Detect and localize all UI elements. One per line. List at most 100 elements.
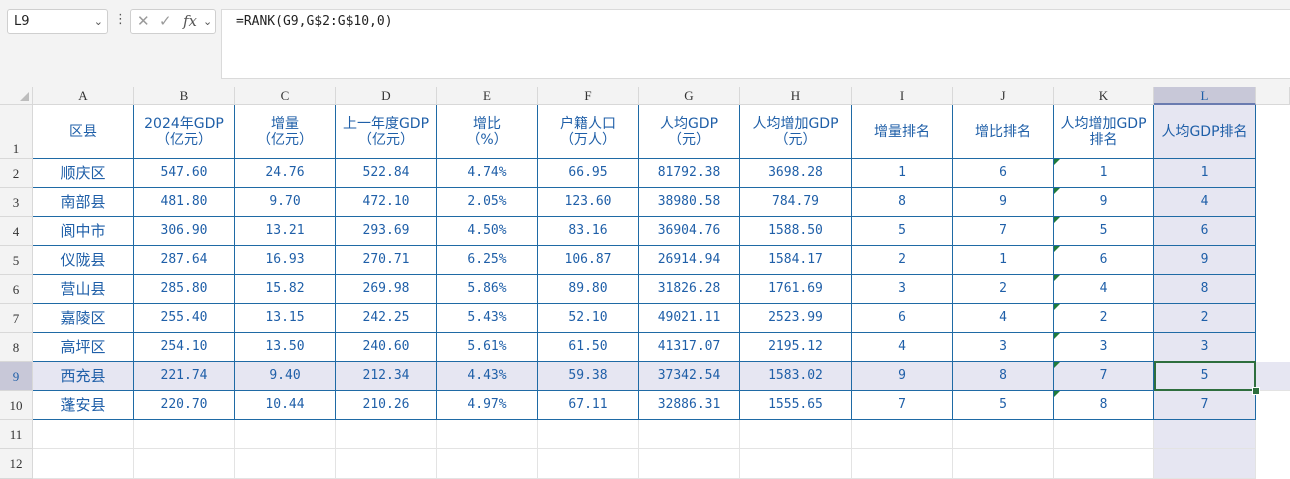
column-header-i[interactable]: I — [852, 87, 953, 105]
table-cell[interactable]: 32886.31 — [639, 391, 740, 420]
table-cell[interactable]: 52.10 — [538, 304, 639, 333]
table-cell[interactable]: 36904.76 — [639, 217, 740, 246]
fill-handle[interactable] — [1252, 387, 1260, 395]
empty-cell[interactable] — [134, 420, 235, 449]
table-cell[interactable]: 西充县 — [33, 362, 134, 391]
table-cell[interactable]: 285.80 — [134, 275, 235, 304]
table-cell[interactable]: 306.90 — [134, 217, 235, 246]
row-header-11[interactable]: 11 — [0, 420, 33, 449]
table-cell[interactable]: 240.60 — [336, 333, 437, 362]
column-header-g[interactable]: G — [639, 87, 740, 105]
column-header-f[interactable]: F — [538, 87, 639, 105]
table-cell[interactable]: 嘉陵区 — [33, 304, 134, 333]
column-header-e[interactable]: E — [437, 87, 538, 105]
table-cell[interactable]: 6 — [953, 159, 1054, 188]
table-cell[interactable]: 9 — [953, 188, 1054, 217]
table-cell[interactable]: 7 — [1054, 362, 1154, 391]
row-header-2[interactable]: 2 — [0, 159, 33, 188]
column-header-l[interactable]: L — [1154, 87, 1256, 105]
table-cell[interactable]: 南部县 — [33, 188, 134, 217]
row-header-7[interactable]: 7 — [0, 304, 33, 333]
table-cell[interactable]: 4.74% — [437, 159, 538, 188]
table-cell[interactable]: 1584.17 — [740, 246, 852, 275]
table-cell[interactable]: 8 — [852, 188, 953, 217]
row-header-12[interactable]: 12 — [0, 449, 33, 479]
table-cell[interactable]: 2 — [953, 275, 1054, 304]
table-cell[interactable]: 123.60 — [538, 188, 639, 217]
header-cell-c[interactable]: 增量 （亿元） — [235, 105, 336, 159]
row-header-10[interactable]: 10 — [0, 391, 33, 420]
select-all-corner[interactable] — [0, 87, 33, 105]
table-cell[interactable]: 220.70 — [134, 391, 235, 420]
header-cell-l[interactable]: 人均GDP排名 — [1154, 105, 1256, 159]
table-cell[interactable]: 270.71 — [336, 246, 437, 275]
table-cell[interactable]: 8 — [1054, 391, 1154, 420]
header-cell-f[interactable]: 户籍人口 （万人） — [538, 105, 639, 159]
table-cell[interactable]: 1555.65 — [740, 391, 852, 420]
table-cell[interactable]: 2.05% — [437, 188, 538, 217]
empty-cell[interactable] — [134, 449, 235, 479]
table-cell[interactable]: 41317.07 — [639, 333, 740, 362]
table-cell[interactable]: 2195.12 — [740, 333, 852, 362]
header-cell-a[interactable]: 区县 — [33, 105, 134, 159]
table-cell[interactable]: 2523.99 — [740, 304, 852, 333]
table-cell[interactable]: 6 — [852, 304, 953, 333]
table-cell[interactable]: 5 — [953, 391, 1054, 420]
table-cell[interactable]: 83.16 — [538, 217, 639, 246]
table-cell[interactable]: 269.98 — [336, 275, 437, 304]
empty-cell[interactable] — [852, 420, 953, 449]
column-header-d[interactable]: D — [336, 87, 437, 105]
table-cell[interactable]: 5.43% — [437, 304, 538, 333]
table-cell[interactable]: 4.43% — [437, 362, 538, 391]
header-cell-h[interactable]: 人均增加GDP （元） — [740, 105, 852, 159]
row-header-9[interactable]: 9 — [0, 362, 33, 391]
table-cell[interactable]: 5 — [852, 217, 953, 246]
chevron-down-icon[interactable]: ⌄ — [203, 15, 213, 28]
table-cell[interactable]: 49021.11 — [639, 304, 740, 333]
table-cell[interactable]: 9 — [1154, 246, 1256, 275]
header-cell-i[interactable]: 增量排名 — [852, 105, 953, 159]
row-header-6[interactable]: 6 — [0, 275, 33, 304]
header-cell-d[interactable]: 上一年度GDP （亿元） — [336, 105, 437, 159]
table-cell[interactable]: 26914.94 — [639, 246, 740, 275]
table-cell[interactable]: 784.79 — [740, 188, 852, 217]
table-cell[interactable]: 66.95 — [538, 159, 639, 188]
table-cell[interactable]: 61.50 — [538, 333, 639, 362]
row-header-4[interactable]: 4 — [0, 217, 33, 246]
table-cell[interactable]: 1761.69 — [740, 275, 852, 304]
table-cell[interactable]: 4 — [953, 304, 1054, 333]
table-cell[interactable]: 4.97% — [437, 391, 538, 420]
table-cell[interactable]: 13.50 — [235, 333, 336, 362]
table-cell[interactable]: 6 — [1054, 246, 1154, 275]
empty-cell[interactable] — [336, 449, 437, 479]
table-cell[interactable]: 481.80 — [134, 188, 235, 217]
table-cell[interactable]: 472.10 — [336, 188, 437, 217]
table-cell[interactable]: 1 — [852, 159, 953, 188]
table-cell[interactable]: 2 — [1054, 304, 1154, 333]
table-cell[interactable]: 仪陇县 — [33, 246, 134, 275]
table-cell[interactable]: 31826.28 — [639, 275, 740, 304]
empty-cell[interactable] — [639, 420, 740, 449]
table-cell[interactable]: 1 — [953, 246, 1054, 275]
empty-cell[interactable] — [33, 449, 134, 479]
header-cell-k[interactable]: 人均增加GDP 排名 — [1054, 105, 1154, 159]
table-cell[interactable]: 522.84 — [336, 159, 437, 188]
empty-cell[interactable] — [235, 420, 336, 449]
column-header-b[interactable]: B — [134, 87, 235, 105]
empty-cell[interactable] — [437, 420, 538, 449]
empty-cell[interactable] — [1054, 420, 1154, 449]
table-cell[interactable]: 293.69 — [336, 217, 437, 246]
table-cell[interactable]: 2 — [1154, 304, 1256, 333]
empty-cell[interactable] — [1154, 420, 1256, 449]
table-cell[interactable]: 13.15 — [235, 304, 336, 333]
table-cell[interactable]: 8 — [1154, 275, 1256, 304]
empty-cell[interactable] — [740, 449, 852, 479]
table-cell[interactable]: 7 — [953, 217, 1054, 246]
table-cell[interactable]: 3 — [852, 275, 953, 304]
table-cell[interactable]: 242.25 — [336, 304, 437, 333]
table-cell[interactable]: 1583.02 — [740, 362, 852, 391]
table-cell[interactable]: 1588.50 — [740, 217, 852, 246]
empty-cell[interactable] — [336, 420, 437, 449]
table-cell[interactable]: 4 — [1154, 188, 1256, 217]
table-cell[interactable]: 9 — [1054, 188, 1154, 217]
